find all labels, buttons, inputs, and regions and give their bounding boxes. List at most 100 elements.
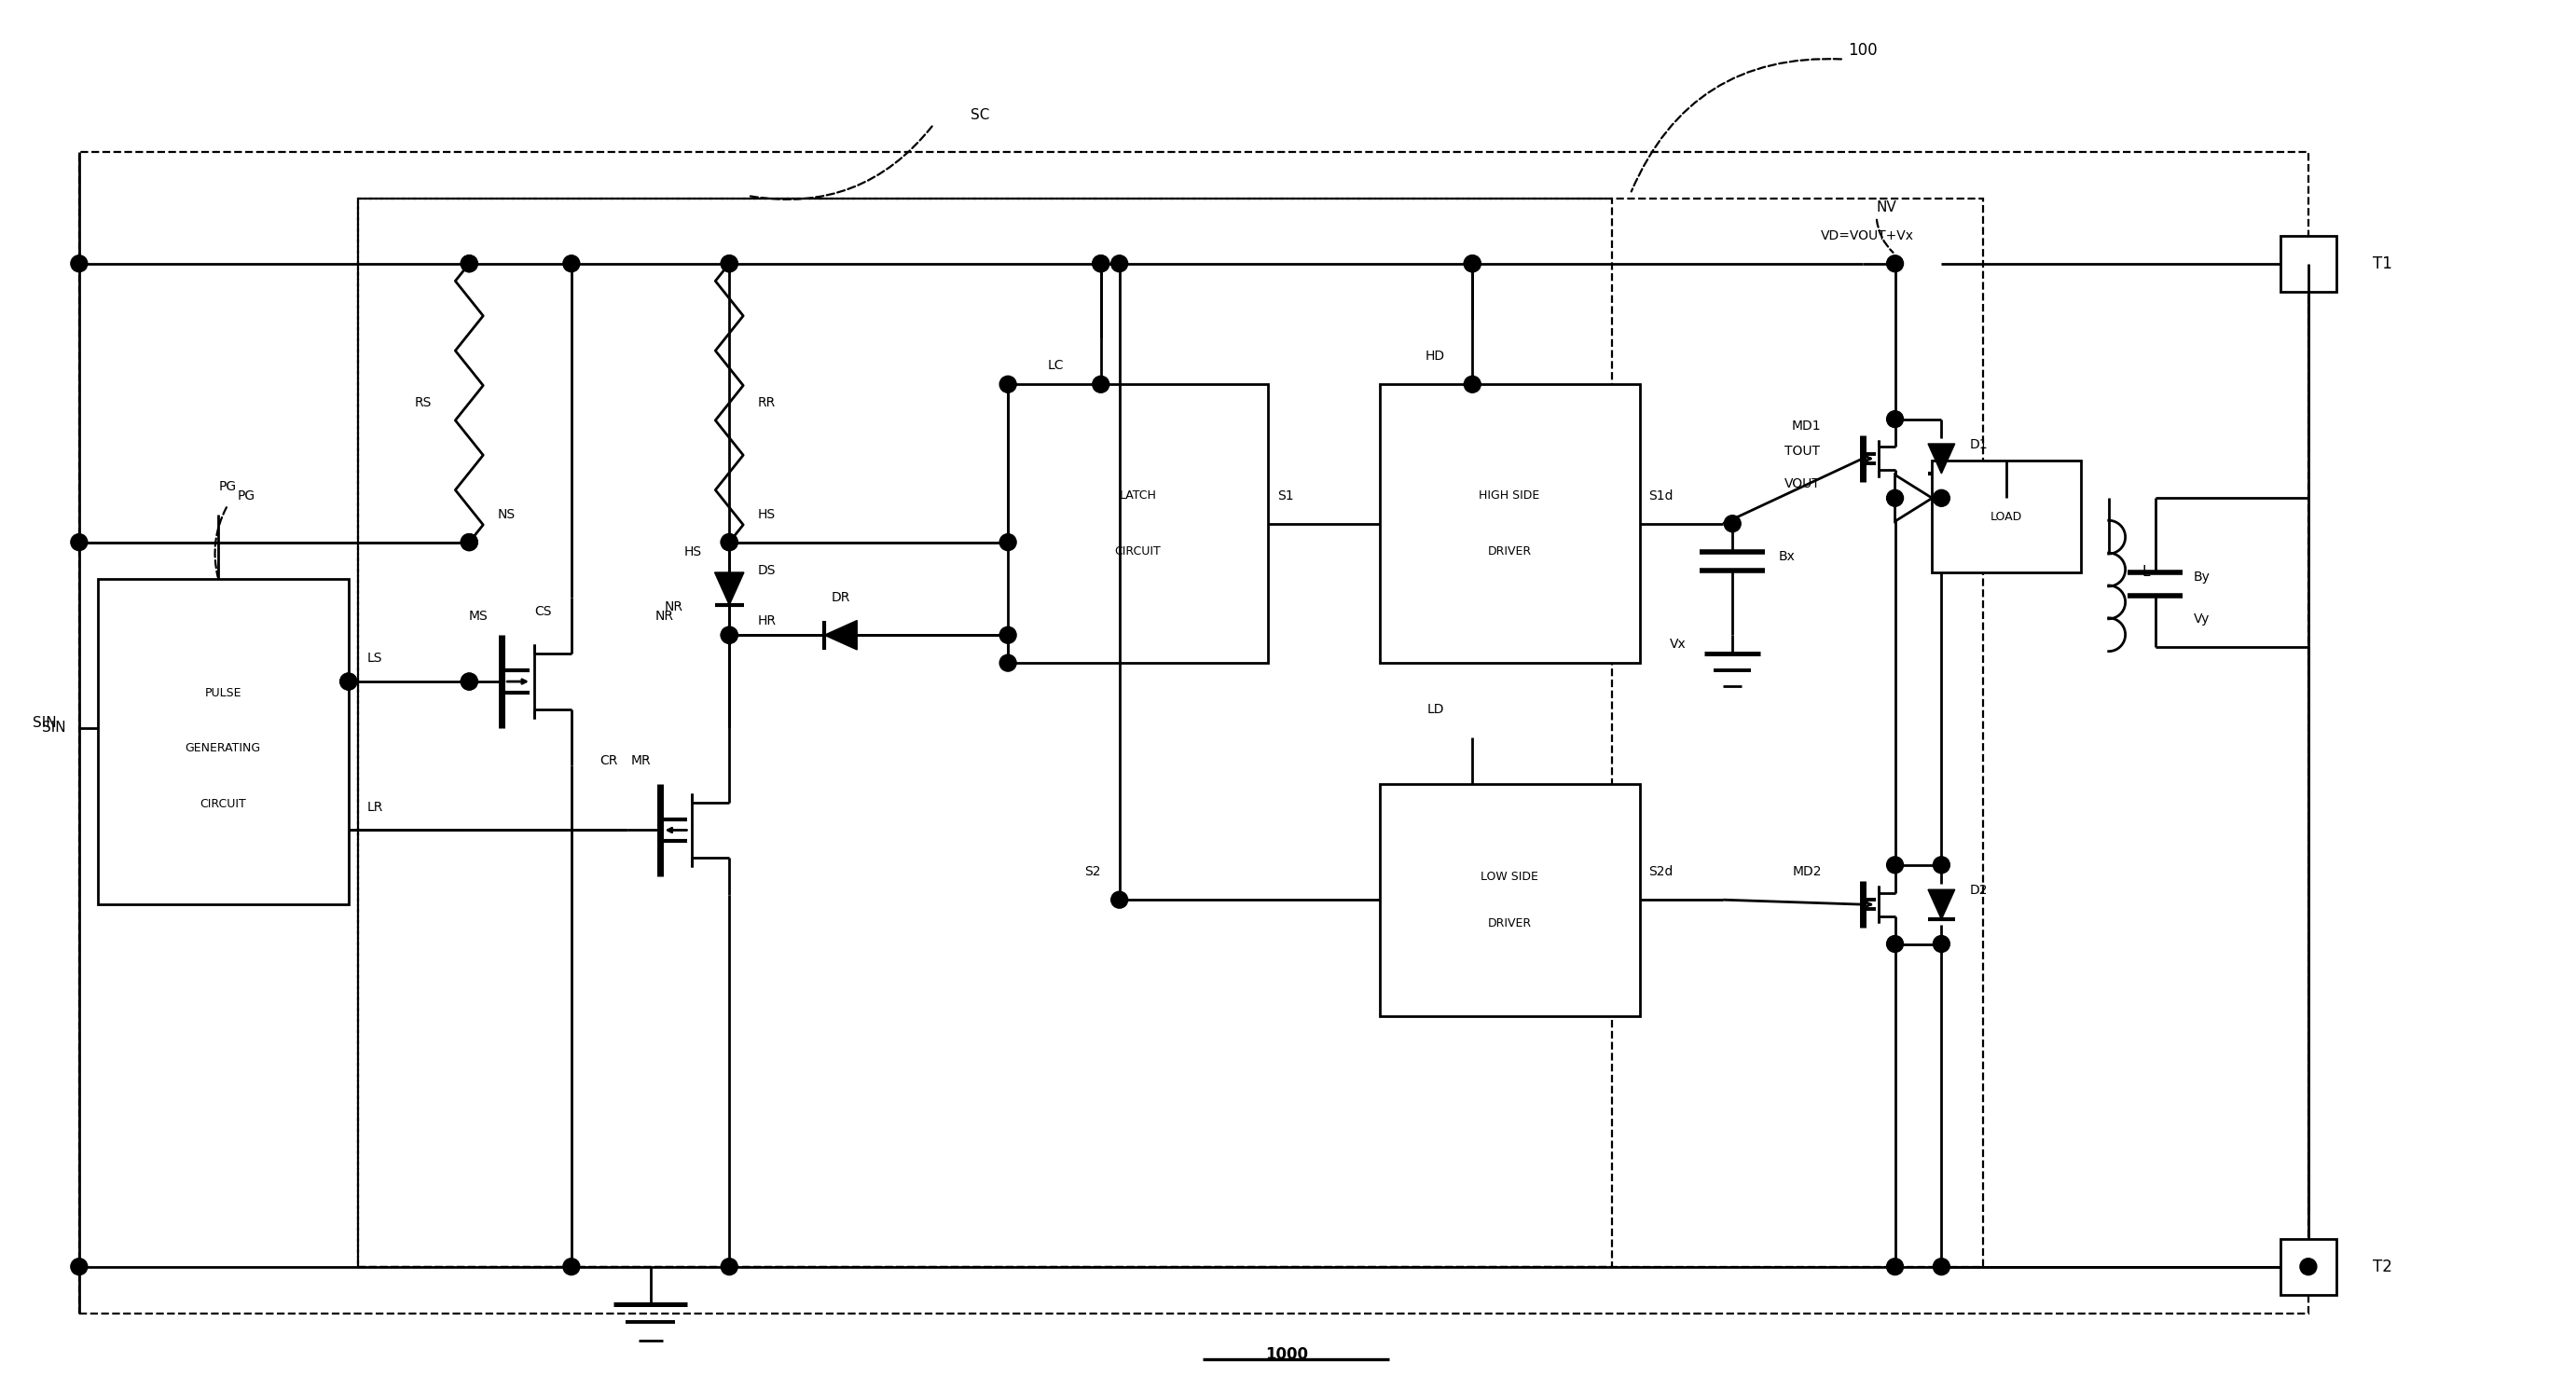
Text: CIRCUIT: CIRCUIT — [1115, 545, 1162, 557]
Text: Vy: Vy — [2192, 613, 2210, 626]
Circle shape — [1932, 935, 1950, 952]
Text: CR: CR — [600, 753, 618, 767]
Bar — [2280, 1238, 2336, 1294]
Text: CS: CS — [536, 606, 551, 619]
Circle shape — [461, 534, 477, 550]
Circle shape — [1886, 411, 1904, 428]
Circle shape — [1886, 489, 1904, 506]
Bar — [358, 199, 1613, 1266]
Bar — [2280, 236, 2336, 292]
Text: NV: NV — [1875, 202, 1896, 215]
Circle shape — [340, 673, 358, 689]
Text: RS: RS — [415, 396, 430, 410]
Text: Vx: Vx — [1669, 638, 1687, 651]
Circle shape — [1463, 375, 1481, 393]
Text: HIGH SIDE: HIGH SIDE — [1479, 489, 1540, 502]
Text: S1: S1 — [1278, 489, 1293, 502]
Text: SIN: SIN — [33, 716, 57, 730]
Polygon shape — [1896, 475, 1932, 521]
Text: SC: SC — [971, 108, 989, 122]
Text: PULSE: PULSE — [204, 687, 242, 699]
Circle shape — [1463, 256, 1481, 272]
Text: S2: S2 — [1084, 866, 1100, 878]
Text: MD1: MD1 — [1793, 420, 1821, 432]
Text: NR: NR — [665, 600, 683, 614]
Text: VOUT: VOUT — [1785, 478, 1821, 491]
Text: T1: T1 — [2372, 256, 2393, 272]
Circle shape — [721, 256, 737, 272]
Text: 1000: 1000 — [1265, 1347, 1309, 1364]
Circle shape — [1886, 1258, 1904, 1275]
Text: HS: HS — [757, 507, 775, 521]
Circle shape — [999, 375, 1018, 393]
Text: NS: NS — [497, 507, 515, 521]
Polygon shape — [1927, 890, 1955, 919]
Circle shape — [461, 256, 477, 272]
Circle shape — [461, 673, 477, 689]
Text: GENERATING: GENERATING — [185, 742, 260, 755]
Text: DRIVER: DRIVER — [1486, 545, 1533, 557]
Bar — [1381, 384, 1638, 663]
Text: HS: HS — [683, 545, 701, 557]
Circle shape — [721, 534, 737, 550]
Text: Bx: Bx — [1780, 549, 1795, 563]
Text: HR: HR — [757, 614, 775, 628]
Text: LOAD: LOAD — [1991, 510, 2022, 523]
Bar — [80, 152, 2308, 1314]
Circle shape — [1110, 891, 1128, 908]
Circle shape — [1932, 856, 1950, 873]
Text: PG: PG — [237, 489, 255, 502]
Circle shape — [70, 256, 88, 272]
Circle shape — [70, 534, 88, 550]
Text: DS: DS — [757, 563, 775, 577]
Text: CIRCUIT: CIRCUIT — [201, 798, 247, 810]
Circle shape — [1463, 256, 1481, 272]
Circle shape — [461, 673, 477, 689]
Circle shape — [564, 1258, 580, 1275]
Bar — [1932, 461, 2081, 573]
Circle shape — [999, 627, 1018, 644]
Text: RR: RR — [757, 396, 775, 410]
Circle shape — [999, 534, 1018, 550]
Circle shape — [2300, 1258, 2316, 1275]
Text: LC: LC — [1048, 359, 1064, 373]
Text: VD=VOUT+Vx: VD=VOUT+Vx — [1821, 229, 1914, 242]
Circle shape — [1886, 256, 1904, 272]
Text: MS: MS — [469, 610, 489, 623]
Circle shape — [721, 534, 737, 550]
Polygon shape — [714, 573, 744, 605]
Text: LS: LS — [366, 652, 381, 664]
Text: DRIVER: DRIVER — [1486, 917, 1533, 929]
Polygon shape — [1927, 443, 1955, 474]
Circle shape — [1886, 856, 1904, 873]
Circle shape — [1092, 375, 1110, 393]
Bar — [1007, 384, 1267, 663]
Polygon shape — [824, 620, 858, 649]
Circle shape — [721, 256, 737, 272]
Text: S2d: S2d — [1649, 866, 1674, 878]
Text: LATCH: LATCH — [1121, 489, 1157, 502]
Circle shape — [1723, 516, 1741, 532]
Text: SIN: SIN — [41, 721, 67, 735]
Bar — [358, 199, 1984, 1266]
Bar — [1381, 784, 1638, 1016]
Circle shape — [70, 1258, 88, 1275]
Circle shape — [721, 627, 737, 644]
Text: TOUT: TOUT — [1785, 445, 1819, 459]
Text: LD: LD — [1427, 703, 1445, 716]
Text: PG: PG — [219, 480, 237, 493]
Circle shape — [1932, 1258, 1950, 1275]
Circle shape — [1092, 256, 1110, 272]
Circle shape — [564, 256, 580, 272]
Circle shape — [461, 256, 477, 272]
Text: S1d: S1d — [1649, 489, 1674, 502]
Text: HD: HD — [1425, 350, 1445, 363]
Text: T2: T2 — [2372, 1258, 2393, 1275]
Text: MD2: MD2 — [1793, 866, 1821, 878]
Text: LOW SIDE: LOW SIDE — [1481, 870, 1538, 883]
Text: DR: DR — [832, 591, 850, 605]
Circle shape — [1932, 489, 1950, 506]
Circle shape — [721, 1258, 737, 1275]
Circle shape — [999, 655, 1018, 671]
Circle shape — [721, 627, 737, 644]
